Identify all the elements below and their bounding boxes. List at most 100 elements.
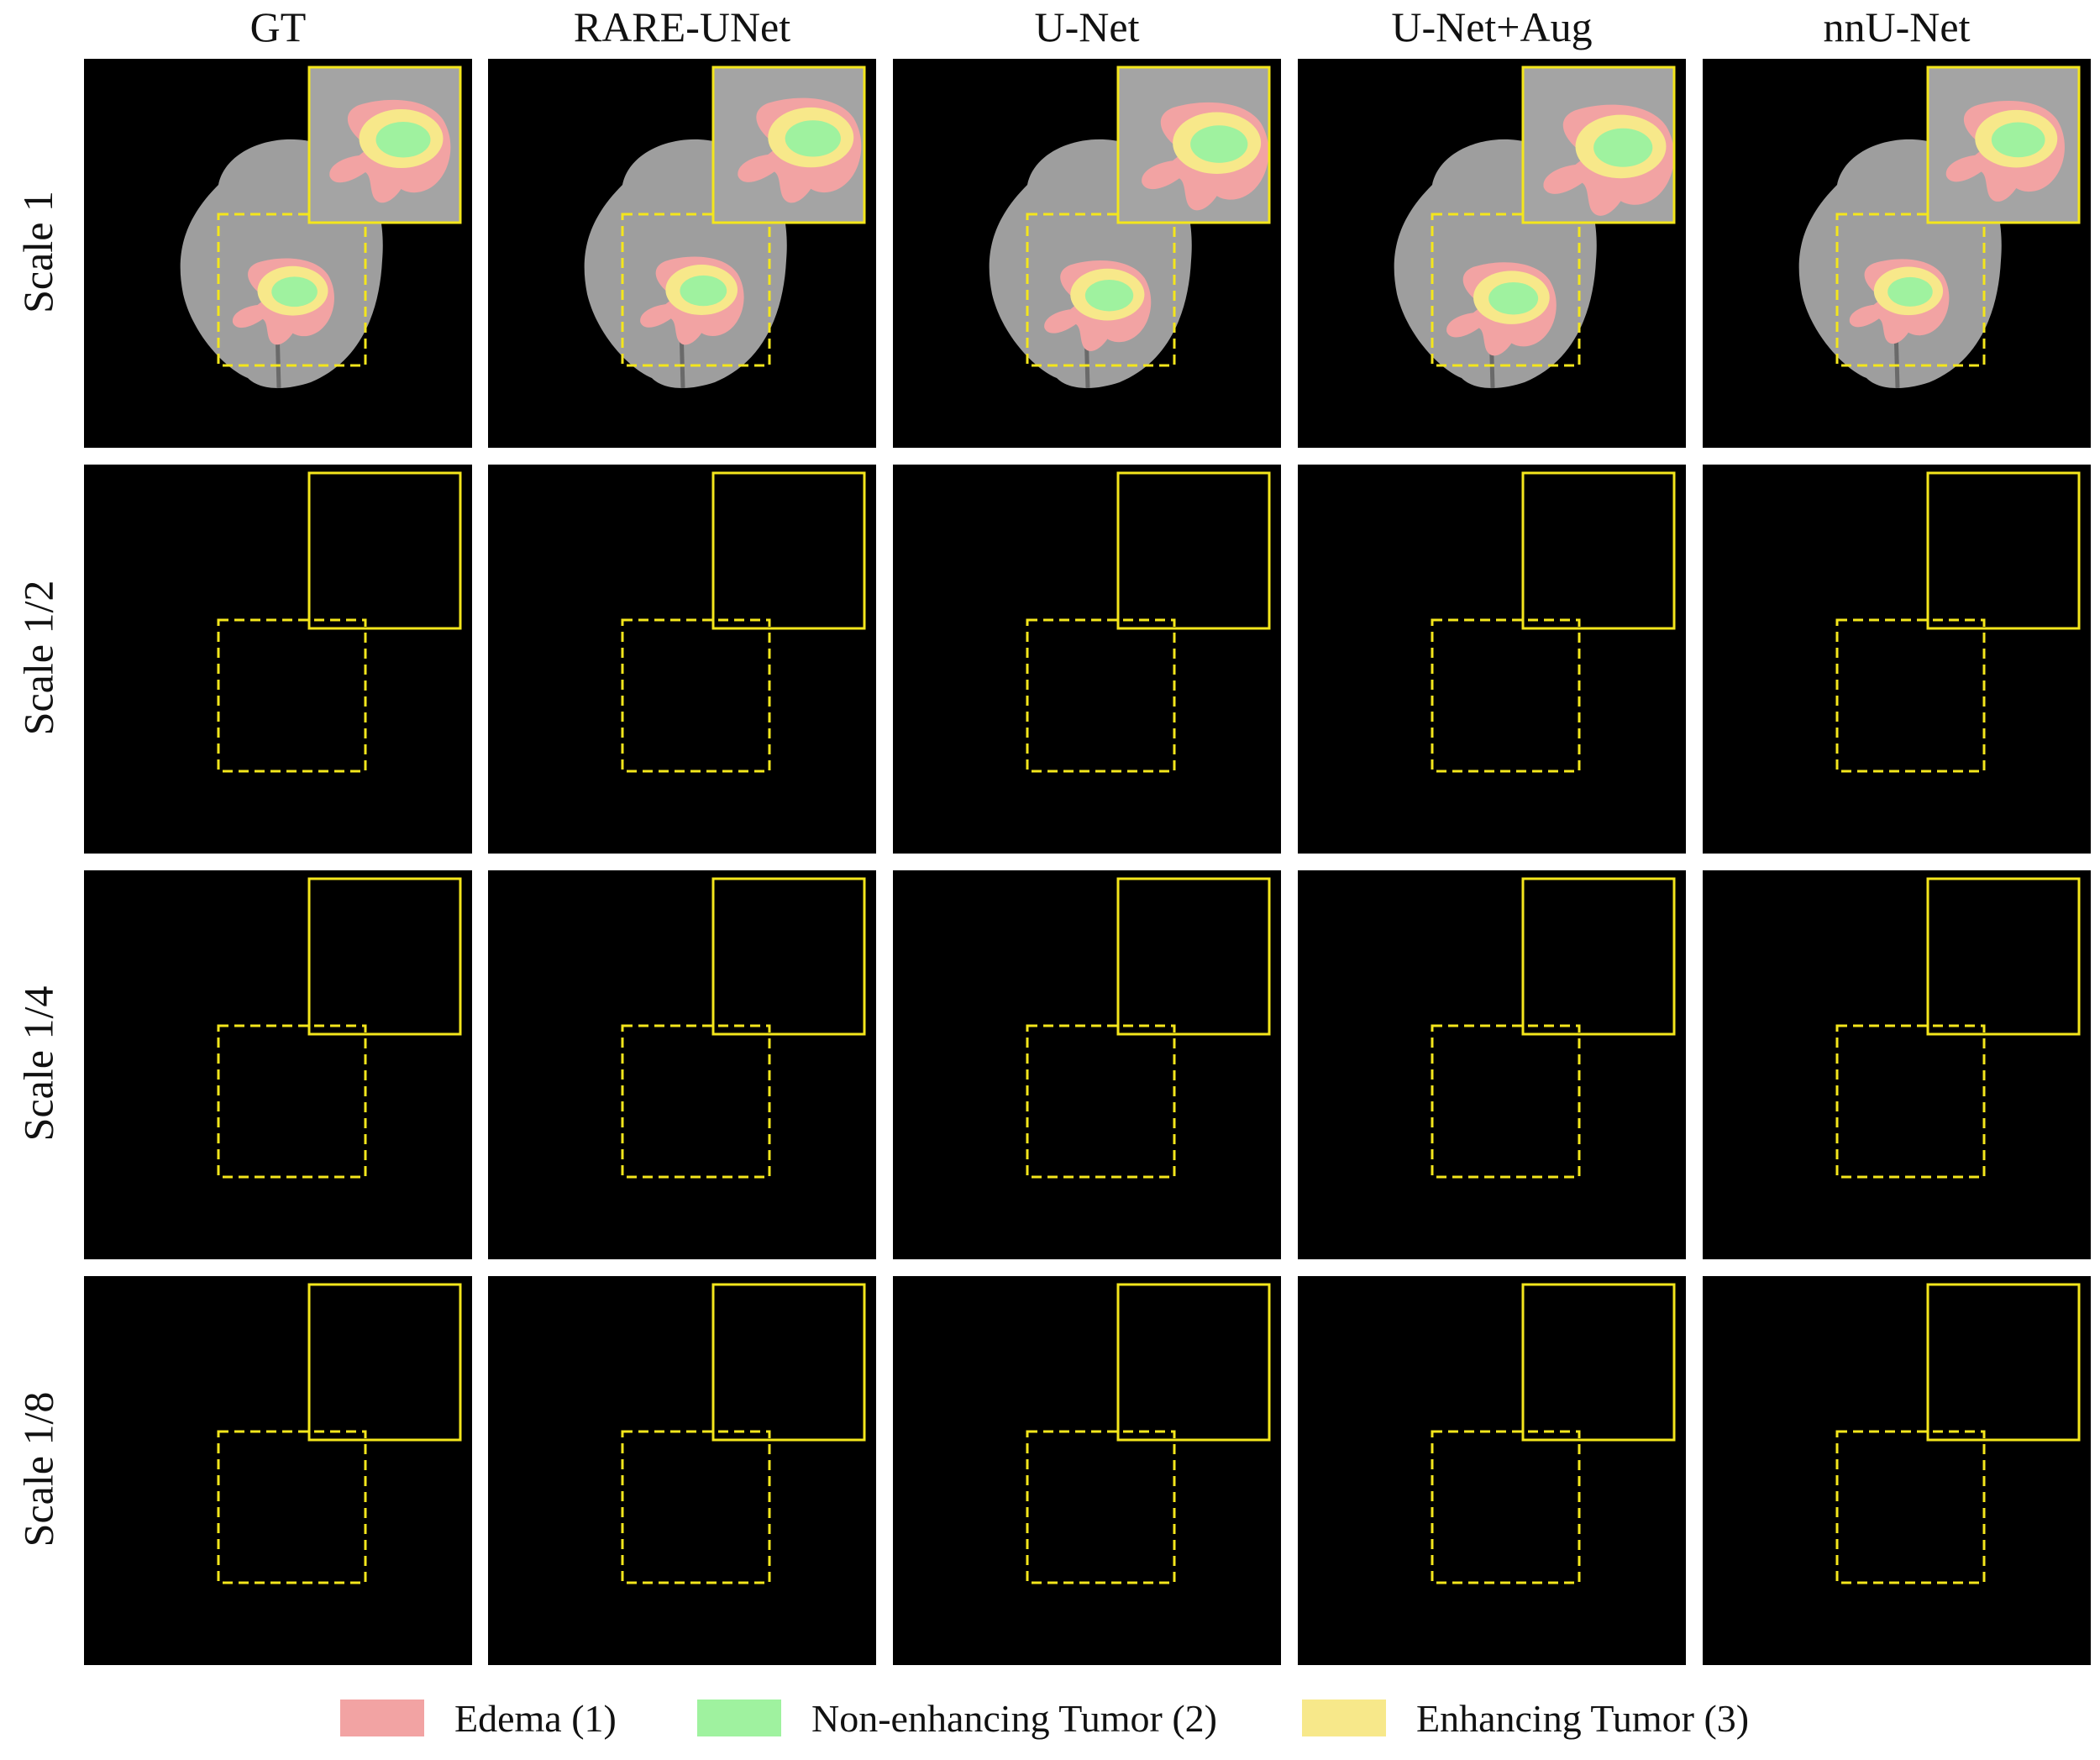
segmentation-panel bbox=[1298, 870, 1686, 1259]
non-enhancing-region bbox=[1488, 687, 1539, 721]
non-enhancing-region bbox=[1084, 685, 1134, 717]
roi-box bbox=[1431, 618, 1581, 773]
roi-box bbox=[1026, 618, 1176, 773]
non-enhancing-region bbox=[1593, 128, 1653, 167]
segmentation-panel bbox=[893, 1276, 1281, 1665]
zoom-inset-border bbox=[307, 877, 462, 1036]
zoom-inset-border bbox=[1926, 877, 2081, 1036]
non-enhancing-region bbox=[375, 122, 431, 158]
non-enhancing-region bbox=[680, 1492, 727, 1524]
non-enhancing-region bbox=[271, 276, 318, 307]
zoom-inset-border bbox=[1521, 471, 1676, 630]
segmentation-panel bbox=[84, 59, 472, 448]
zoom-inset-border bbox=[1926, 66, 2081, 224]
segmentation-panel bbox=[893, 870, 1281, 1259]
segmentation-panel bbox=[893, 59, 1281, 448]
non-enhancing-region bbox=[1488, 1093, 1539, 1127]
zoom-inset-border bbox=[1926, 1283, 2081, 1442]
non-enhancing-region bbox=[271, 1494, 318, 1525]
row-label: Scale 1/8 bbox=[0, 1276, 76, 1663]
roi-box bbox=[1835, 1024, 1986, 1179]
non-enhancing-region bbox=[785, 932, 841, 969]
roi-box bbox=[621, 1024, 771, 1179]
segmentation-panel bbox=[1298, 59, 1686, 448]
non-enhancing-region bbox=[1084, 1090, 1134, 1123]
zoom-inset-border bbox=[711, 66, 866, 224]
non-enhancing-region bbox=[1084, 279, 1134, 312]
segmentation-panel bbox=[893, 465, 1281, 854]
non-enhancing-region bbox=[785, 120, 841, 157]
column-header: nnU-Net bbox=[1823, 3, 1971, 50]
non-enhancing-region bbox=[1887, 1088, 1933, 1118]
non-enhancing-region bbox=[1991, 933, 2045, 969]
non-enhancing-region bbox=[1190, 531, 1248, 569]
segmentation-panel bbox=[1703, 1276, 2091, 1665]
segmentation-panel bbox=[84, 870, 472, 1259]
non-enhancing-region bbox=[1084, 1496, 1134, 1529]
segmentation-panel bbox=[1703, 465, 2091, 854]
roi-box bbox=[621, 618, 771, 773]
row-label: Scale 1/4 bbox=[0, 870, 76, 1257]
legend-label-non-enhancing: Non-enhancing Tumor (2) bbox=[811, 1696, 1217, 1740]
segmentation-panel bbox=[1703, 59, 2091, 448]
legend-label-edema: Edema (1) bbox=[454, 1696, 617, 1740]
segmentation-panel bbox=[1298, 1276, 1686, 1665]
segmentation-panel bbox=[488, 870, 876, 1259]
row-label-text: Scale 1/2 bbox=[14, 580, 62, 736]
non-enhancing-region bbox=[680, 1086, 727, 1118]
segmentation-panel bbox=[488, 1276, 876, 1665]
non-enhancing-region bbox=[375, 528, 431, 564]
roi-box bbox=[1835, 213, 1986, 367]
non-enhancing-region bbox=[1991, 122, 2045, 158]
non-enhancing-region bbox=[1593, 939, 1653, 979]
non-enhancing-region bbox=[271, 682, 318, 713]
zoom-inset-border bbox=[711, 877, 866, 1036]
roi-box bbox=[1431, 1024, 1581, 1179]
roi-box bbox=[217, 213, 367, 367]
segmentation-panel bbox=[1298, 465, 1686, 854]
roi-box bbox=[1431, 1430, 1581, 1584]
roi-box bbox=[1431, 213, 1581, 367]
roi-box bbox=[1835, 618, 1986, 773]
non-enhancing-region bbox=[1991, 528, 2045, 564]
roi-box bbox=[1026, 1024, 1176, 1179]
legend-swatch-non-enhancing bbox=[697, 1700, 781, 1736]
row-label: Scale 1/2 bbox=[0, 465, 76, 851]
non-enhancing-region bbox=[1190, 125, 1248, 163]
roi-box bbox=[621, 1430, 771, 1584]
column-header: GT bbox=[249, 3, 307, 50]
non-enhancing-region bbox=[1887, 1494, 1933, 1524]
roi-box bbox=[217, 1024, 367, 1179]
segmentation-panel bbox=[488, 465, 876, 854]
roi-box bbox=[217, 1430, 367, 1584]
non-enhancing-region bbox=[1887, 276, 1933, 307]
non-enhancing-region bbox=[1593, 1345, 1653, 1384]
non-enhancing-region bbox=[1593, 533, 1653, 573]
legend: Edema (1) Non-enhancing Tumor (2) Enhanc… bbox=[0, 1689, 2100, 1747]
non-enhancing-region bbox=[1190, 1342, 1248, 1380]
non-enhancing-region bbox=[785, 526, 841, 563]
zoom-inset-border bbox=[1521, 877, 1676, 1036]
segmentation-panel bbox=[84, 1276, 472, 1665]
non-enhancing-region bbox=[680, 680, 727, 712]
zoom-inset-border bbox=[711, 471, 866, 630]
roi-box bbox=[621, 213, 771, 367]
zoom-inset-border bbox=[711, 1283, 866, 1442]
roi-box bbox=[1026, 1430, 1176, 1584]
non-enhancing-region bbox=[785, 1337, 841, 1374]
non-enhancing-region bbox=[1488, 281, 1539, 315]
non-enhancing-region bbox=[271, 1088, 318, 1119]
zoom-inset-border bbox=[1116, 877, 1271, 1036]
legend-item-edema: Edema (1) bbox=[340, 1689, 617, 1747]
zoom-inset-border bbox=[307, 66, 462, 224]
roi-box bbox=[1835, 1430, 1986, 1584]
roi-box bbox=[217, 618, 367, 773]
row-label-text: Scale 1 bbox=[14, 191, 61, 313]
non-enhancing-region bbox=[375, 1339, 431, 1375]
non-enhancing-region bbox=[680, 275, 727, 307]
row-label-text: Scale 1/8 bbox=[14, 1391, 62, 1547]
roi-box bbox=[1026, 213, 1176, 367]
zoom-inset-border bbox=[1116, 66, 1271, 224]
column-header: U-Net bbox=[1034, 3, 1140, 50]
